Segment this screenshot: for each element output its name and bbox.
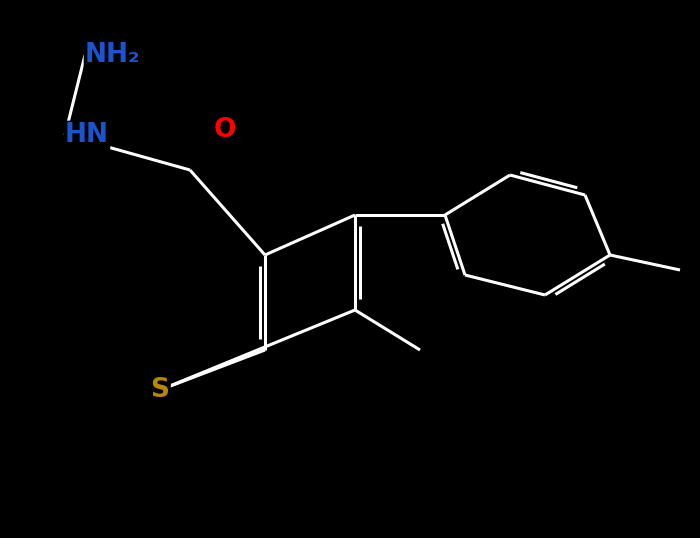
Text: S: S bbox=[150, 377, 169, 403]
Text: HN: HN bbox=[65, 122, 109, 148]
Text: O: O bbox=[214, 117, 237, 143]
Text: NH₂: NH₂ bbox=[85, 42, 141, 68]
